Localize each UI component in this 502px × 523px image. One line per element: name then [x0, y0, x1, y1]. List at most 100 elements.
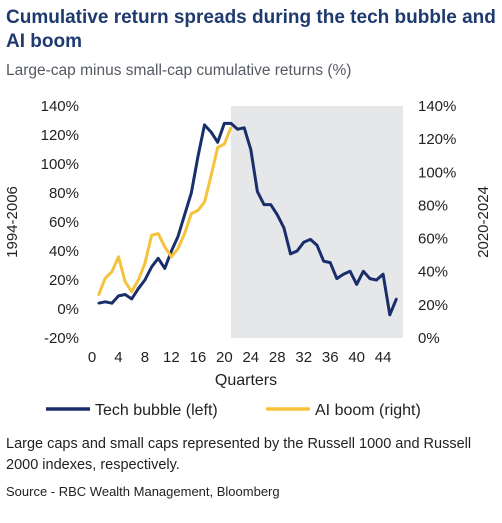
ai-boom-point: [117, 255, 120, 258]
ai-boom-point: [110, 270, 114, 273]
tech-bubble-point: [104, 300, 107, 303]
footnote: Large caps and small caps represented by…: [6, 436, 472, 473]
tech-bubble-point: [236, 128, 239, 131]
tech-bubble-point: [150, 265, 153, 269]
ai-boom-point: [229, 126, 233, 129]
y-tick-label-left: 20%: [49, 272, 79, 289]
tech-bubble-point: [163, 267, 166, 270]
shaded-region: [230, 106, 403, 338]
x-tick-label: 8: [141, 349, 149, 366]
tech-bubble-point: [262, 203, 266, 206]
tech-bubble-point: [242, 126, 246, 129]
tech-bubble-point: [388, 313, 391, 316]
tech-bubble-line: [98, 121, 398, 317]
y-tick-label-right: 20%: [418, 297, 448, 314]
tech-bubble-point: [289, 252, 292, 256]
tech-bubble-point: [269, 203, 272, 206]
tech-bubble-point: [249, 148, 253, 151]
tech-bubble-point: [209, 130, 213, 134]
y-tick-label-right: 120%: [418, 131, 456, 148]
tech-bubble-point: [368, 277, 372, 280]
y-tick-label-left: -20%: [44, 330, 79, 347]
x-tick-label: 20: [216, 349, 233, 366]
tech-bubble-point: [216, 141, 219, 144]
tech-bubble-point: [143, 278, 147, 282]
ai-boom-point: [190, 212, 193, 215]
tech-bubble-point: [315, 244, 319, 247]
chart-subtitle: Large-cap minus small-cap cumulative ret…: [6, 62, 352, 79]
tech-bubble-point: [183, 213, 186, 216]
tech-bubble-point: [176, 235, 180, 238]
right-axis: 0% 20% 40% 60% 80% 100% 120% 140%: [418, 98, 456, 347]
tech-bubble-point: [190, 191, 193, 195]
tech-bubble-point: [329, 261, 332, 264]
y-tick-label-left: 40%: [49, 243, 79, 260]
legend-label-ai: AI boom (right): [315, 402, 421, 419]
x-axis: 0 4 8 12 16 20 24 28 32 36 40 44: [88, 349, 392, 366]
tech-bubble-point: [309, 238, 312, 241]
ai-boom-point: [216, 146, 219, 149]
ai-boom-point: [156, 232, 160, 235]
tech-bubble-point: [256, 190, 259, 193]
tech-bubble-point: [348, 270, 352, 273]
tech-bubble-point: [170, 249, 173, 253]
x-tick-label: 44: [375, 349, 392, 366]
y-tick-label-right: 60%: [418, 231, 448, 248]
tech-bubble-point: [282, 226, 286, 229]
ai-boom-point: [137, 278, 140, 282]
ai-boom-point: [104, 277, 107, 280]
ai-boom-point: [130, 290, 133, 293]
x-tick-label: 40: [348, 349, 365, 366]
tech-bubble-point: [381, 273, 385, 276]
x-tick-label: 0: [88, 349, 96, 366]
tech-bubble-point: [342, 273, 345, 276]
x-axis-label: Quarters: [215, 372, 277, 389]
y-tick-label-left: 120%: [41, 127, 79, 144]
tech-bubble-point: [322, 259, 325, 263]
y-tick-label-left: 140%: [41, 98, 79, 115]
ai-boom-point: [196, 209, 200, 212]
tech-bubble-point: [395, 297, 398, 301]
y-tick-label-right: 100%: [418, 164, 456, 181]
tech-bubble-point: [203, 123, 206, 127]
y-tick-label-right: 0%: [418, 330, 440, 347]
tech-bubble-point: [156, 257, 160, 260]
y-tick-label-right: 80%: [418, 197, 448, 214]
ai-boom-points: [97, 126, 233, 297]
y-tick-label-left: 60%: [49, 214, 79, 231]
tech-bubble-point: [123, 293, 127, 296]
tech-bubble-point: [223, 122, 226, 125]
x-tick-label: 36: [322, 349, 339, 366]
x-tick-label: 24: [242, 349, 259, 366]
x-tick-label: 16: [190, 349, 207, 366]
y-axis-label-right: 2020-2024: [475, 186, 492, 258]
tech-bubble-points: [97, 122, 398, 316]
source-line: Source - RBC Wealth Management, Bloomber…: [6, 484, 280, 499]
x-tick-label: 28: [269, 349, 286, 366]
tech-bubble-point: [335, 277, 339, 280]
ai-boom-point: [123, 280, 127, 283]
tech-bubble-point: [110, 302, 114, 305]
y-axis-label-left: 1994-2006: [4, 186, 21, 258]
tech-bubble-point: [229, 122, 233, 125]
y-tick-label-right: 140%: [418, 98, 456, 115]
legend-label-tech: Tech bubble (left): [95, 402, 218, 419]
x-tick-label: 32: [295, 349, 312, 366]
tech-bubble-point: [302, 241, 305, 244]
ai-boom-point: [223, 142, 226, 146]
tech-bubble-point: [362, 270, 365, 273]
y-tick-label-left: 0%: [57, 301, 79, 318]
tech-bubble-point: [295, 249, 299, 253]
tech-bubble-point: [375, 278, 378, 282]
ai-boom-point: [163, 245, 166, 249]
ai-boom-point: [209, 174, 213, 177]
ai-boom-point: [97, 293, 100, 297]
y-tick-label-right: 40%: [418, 264, 448, 281]
x-tick-label: 12: [163, 349, 180, 366]
tech-bubble-point: [355, 283, 358, 286]
y-tick-label-left: 80%: [49, 185, 79, 202]
left-axis: -20% 0% 20% 40% 60% 80% 100% 120% 140%: [41, 98, 79, 347]
ai-boom-point: [170, 255, 173, 258]
tech-bubble-point: [137, 287, 140, 290]
chart-svg: -20% 0% 20% 40% 60% 80% 100% 120% 140% 0% 20% 40% 6…: [4, 98, 492, 419]
